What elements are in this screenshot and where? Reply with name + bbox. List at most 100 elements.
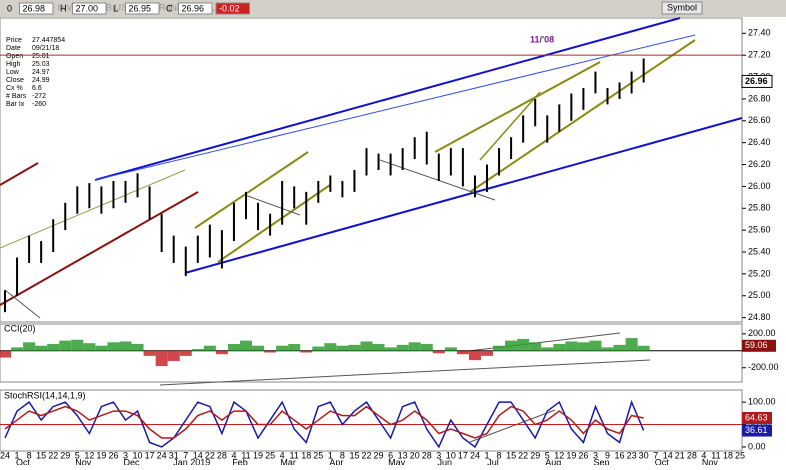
stoch-line <box>4 405 644 439</box>
x-tick-label: 10 <box>446 450 456 460</box>
cci-bar <box>119 341 132 351</box>
x-tick-label: 1 <box>328 450 333 460</box>
x-tick-label: 17 <box>458 450 468 460</box>
cci-bar <box>107 342 120 351</box>
cci-bar <box>613 344 626 351</box>
x-tick-label: 24 <box>157 450 167 460</box>
x-tick-label: 9 <box>605 450 610 460</box>
y-tick-label: 26.60 <box>748 115 771 125</box>
olive-line <box>479 91 541 161</box>
cci-bar <box>360 341 373 351</box>
trend-lines <box>0 17 743 443</box>
x-tick-label: 4 <box>701 450 706 460</box>
y-tick-label: 26.40 <box>748 137 771 147</box>
info-value: 25.01 <box>32 53 50 60</box>
cci-bar <box>59 340 72 351</box>
x-tick-label: 3 <box>436 450 441 460</box>
cci-bar <box>468 350 481 361</box>
cci-bar <box>589 340 602 351</box>
cci-bar <box>264 350 277 353</box>
cci-bar <box>348 344 361 351</box>
month-label: Jan 2019 <box>173 457 210 465</box>
symbol-button[interactable] <box>661 1 703 15</box>
y-tick-label: 24.80 <box>748 312 771 322</box>
info-value: 24.97 <box>32 69 50 76</box>
cci-bar <box>432 350 445 354</box>
x-tick-label: 3 <box>593 450 598 460</box>
cci-panel <box>0 323 743 383</box>
x-tick-label: 15 <box>36 450 46 460</box>
info-value: 6.6 <box>32 85 42 92</box>
x-tick-label: 17 <box>145 450 155 460</box>
channel-mid <box>94 34 696 181</box>
x-tick-label: 31 <box>169 450 179 460</box>
value-box <box>742 424 772 437</box>
x-tick-label: 24 <box>0 450 10 460</box>
cci-bar <box>336 345 349 351</box>
header-field: H <box>60 3 67 13</box>
price-panel <box>0 17 743 323</box>
cci-bar <box>541 347 554 351</box>
cci-bar <box>637 345 650 351</box>
info-label: Open <box>6 53 23 60</box>
value-box <box>742 411 772 424</box>
cci-bar <box>577 342 590 351</box>
cci-bar <box>203 345 216 351</box>
x-tick-label: 16 <box>615 450 625 460</box>
x-tick-label: 10 <box>133 450 143 460</box>
x-tick-label: 5 <box>75 450 80 460</box>
info-label: Low <box>6 69 20 76</box>
header-field: 26.96 <box>182 3 205 13</box>
month-label: Feb <box>232 457 248 465</box>
cci-bar <box>215 350 228 355</box>
x-tick-label: 26 <box>108 450 118 460</box>
cci-bar <box>191 349 204 351</box>
annotation: 11/'08 <box>530 34 554 44</box>
symbol-button-label[interactable]: Symbol <box>667 2 697 12</box>
x-tick-label: 21 <box>675 450 685 460</box>
cci-bar <box>481 350 493 356</box>
last-price-label: 26.96 <box>745 76 768 86</box>
cci-bar <box>155 350 168 367</box>
cci-bar <box>312 346 325 351</box>
info-label: Price <box>6 37 22 44</box>
y-tick-label: 25.80 <box>748 203 771 213</box>
red-line <box>0 162 39 186</box>
x-tick-label: 11 <box>290 450 299 460</box>
x-tick-label: 30 <box>639 450 649 460</box>
month-label: Jul <box>487 457 499 465</box>
stoch-title: StochRSI(14,14,1,9) <box>4 390 86 400</box>
x-tick-label: 22 <box>518 450 528 460</box>
info-value: 24.99 <box>32 77 50 84</box>
x-tick-label: 19 <box>96 450 106 460</box>
x-tick-label: 5 <box>545 450 550 460</box>
y-tick-label: 0.00 <box>748 441 766 451</box>
stoch-line <box>4 399 645 449</box>
x-tick-label: 8 <box>27 450 32 460</box>
x-tick-label: 6 <box>388 450 393 460</box>
info-label: Close <box>6 77 24 84</box>
cci-bar <box>23 342 36 351</box>
info-label: Date <box>6 45 21 52</box>
info-label: Cx % <box>6 85 23 92</box>
info-value: 09/21/18 <box>32 45 59 52</box>
cci-bar <box>35 345 48 351</box>
cci-bar <box>384 347 397 351</box>
cci-bar <box>179 350 192 356</box>
y-tick-label: 100.00 <box>748 396 776 406</box>
cci-bar <box>11 347 24 351</box>
x-tick-label: 4 <box>231 450 236 460</box>
olive-line <box>217 184 331 263</box>
x-tick-label: 18 <box>301 450 311 460</box>
cci-bar <box>601 347 614 351</box>
x-tick-label: 23 <box>627 450 637 460</box>
cci-trend <box>159 359 651 386</box>
cci-bar <box>553 344 566 351</box>
olive-line <box>469 39 696 193</box>
x-tick-label: 29 <box>530 450 540 460</box>
x-tick-label: 4 <box>280 450 285 460</box>
cci-bar <box>167 350 180 361</box>
cci-title: CCI(20) <box>4 323 36 333</box>
stoch-trend <box>469 409 556 443</box>
